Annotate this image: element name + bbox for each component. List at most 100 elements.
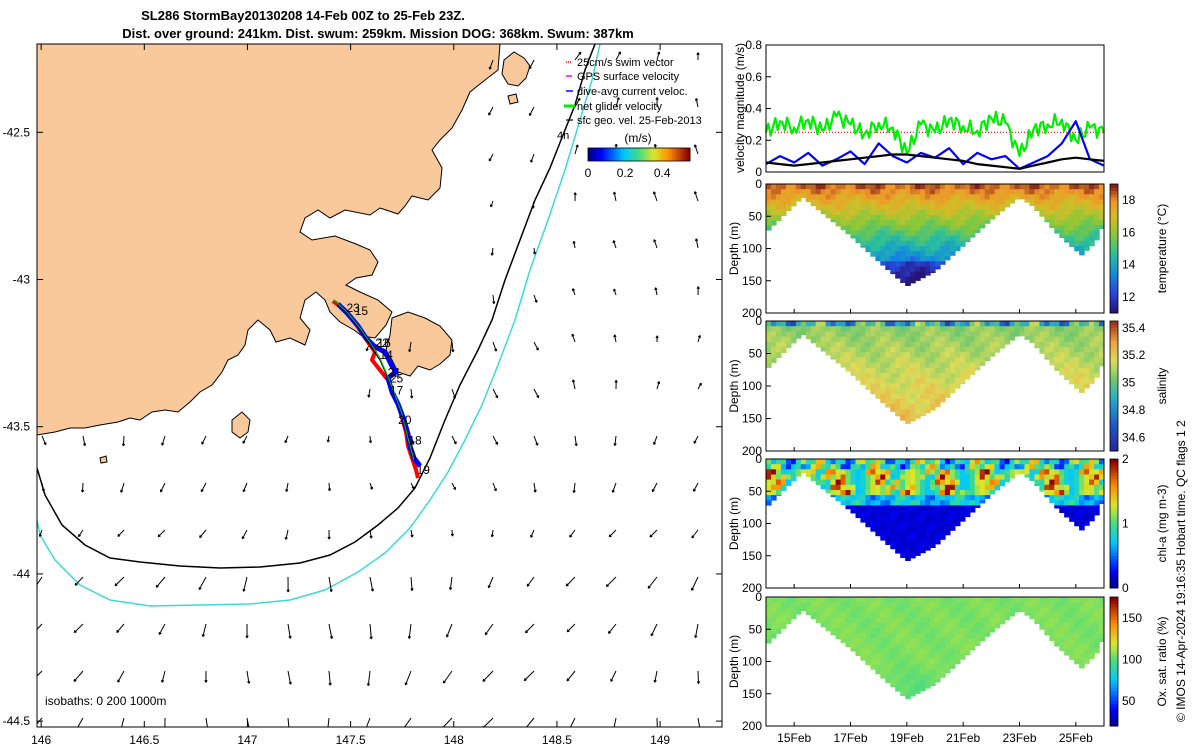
section-cell <box>935 597 941 603</box>
section-cell <box>860 653 866 660</box>
section-colorbar-cell <box>1110 603 1118 608</box>
section-cell <box>969 612 976 619</box>
section-cell <box>1059 331 1065 338</box>
section-colorbar-cell <box>1110 526 1118 531</box>
section-cell <box>780 336 787 343</box>
section-cell <box>875 331 881 338</box>
section-cell <box>1069 194 1075 201</box>
section-cell <box>845 341 852 348</box>
section-cell <box>835 638 842 640</box>
geo-vel-arrow <box>121 717 125 727</box>
section-cell <box>890 321 896 327</box>
section-cell <box>944 357 951 364</box>
geo-vel-arrowhead <box>161 679 165 683</box>
section-cell <box>1054 479 1060 486</box>
section-cell <box>895 189 901 195</box>
section-cell <box>1024 321 1031 327</box>
section-cell <box>880 321 886 327</box>
section-cell <box>905 266 911 273</box>
section-cell <box>895 628 901 634</box>
section-cell <box>840 459 847 465</box>
section-cell <box>771 633 777 639</box>
section-cell <box>910 469 916 476</box>
section-cell <box>959 362 966 369</box>
section-cell <box>895 612 901 619</box>
section-cell <box>944 622 951 629</box>
section-cell <box>790 479 797 482</box>
section-cell <box>885 679 891 683</box>
section-cell <box>870 251 876 257</box>
section-cell <box>855 510 862 517</box>
section-cell <box>885 597 891 603</box>
geo-vel-arrow <box>328 482 331 491</box>
section-cell <box>870 209 876 216</box>
section-cell <box>890 653 896 660</box>
footer-text: © IMOS 14-Apr-2024 19:16:35 Hobart time.… <box>1174 420 1188 722</box>
section-cell <box>900 653 906 660</box>
section-cell <box>1079 230 1085 237</box>
section-colorbar-cell <box>1110 600 1118 604</box>
section-cell <box>1079 510 1085 517</box>
section-cell <box>935 474 941 481</box>
section-cell <box>885 321 891 327</box>
section-cell <box>880 612 886 619</box>
section-cell <box>1089 459 1095 465</box>
section-cell <box>959 500 966 507</box>
section-cell <box>915 689 921 694</box>
section-cell <box>1099 199 1104 206</box>
section-cell <box>865 230 871 237</box>
section-cell <box>984 622 991 629</box>
section-colorbar-cell <box>1110 706 1118 711</box>
section-cell <box>1074 643 1080 650</box>
section-colorbar-cell <box>1110 632 1118 637</box>
section-cell <box>1039 215 1045 217</box>
section-cell <box>890 184 896 190</box>
section-cell <box>805 199 812 203</box>
section-cell <box>1079 321 1085 327</box>
section-cell <box>984 352 991 358</box>
section-cell <box>890 215 896 221</box>
section-cell <box>875 643 881 650</box>
section-cell <box>1084 326 1090 332</box>
section-cell <box>930 326 936 332</box>
section-cell <box>895 510 901 517</box>
geo-vel-arrowhead <box>535 347 539 351</box>
section-cell <box>910 622 916 629</box>
section-cell <box>1069 469 1075 476</box>
section-cell <box>790 199 797 206</box>
section-cell <box>949 602 956 608</box>
section-cell <box>1029 602 1035 608</box>
section-cell <box>870 204 876 211</box>
section-cell <box>845 490 852 496</box>
section-xtick-label: 23Feb <box>1002 731 1036 745</box>
section-cell <box>810 479 817 482</box>
section-cell <box>905 235 911 242</box>
section-cell <box>1094 459 1100 465</box>
section-cell <box>1079 597 1085 603</box>
geo-vel-arrow <box>492 482 497 492</box>
geo-vel-arrowhead <box>326 439 330 443</box>
section-cell <box>1039 474 1045 481</box>
section-cell <box>771 347 777 353</box>
section-cell <box>900 658 906 665</box>
section-cell <box>974 464 981 470</box>
section-cell <box>850 194 857 201</box>
geo-vel-arrowhead <box>369 636 373 640</box>
section-cell <box>930 261 936 268</box>
section-cell <box>825 602 832 608</box>
section-cell <box>1039 194 1045 201</box>
section-cell <box>845 230 852 235</box>
section-cell <box>845 321 852 327</box>
section-cell <box>865 638 871 645</box>
section-cell <box>1079 251 1085 256</box>
section-cell <box>920 235 926 242</box>
section-colorbar-cell <box>1110 447 1118 452</box>
section-cell <box>905 689 911 696</box>
section-cell <box>1084 658 1090 664</box>
section-cell <box>775 495 782 496</box>
section-cell <box>775 602 782 608</box>
section-cell <box>920 510 926 517</box>
section-cell <box>1069 464 1075 470</box>
section-cell <box>1079 235 1085 242</box>
